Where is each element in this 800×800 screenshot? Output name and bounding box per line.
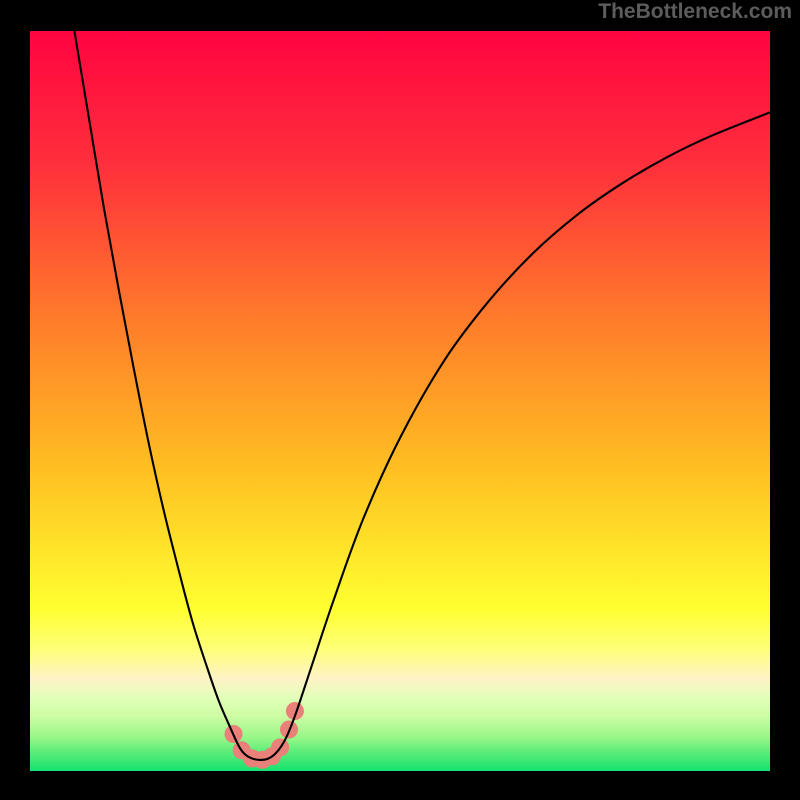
bottleneck-chart-root: TheBottleneck.com — [0, 0, 800, 800]
chart-svg — [0, 0, 800, 800]
attribution-text: TheBottleneck.com — [598, 0, 792, 24]
